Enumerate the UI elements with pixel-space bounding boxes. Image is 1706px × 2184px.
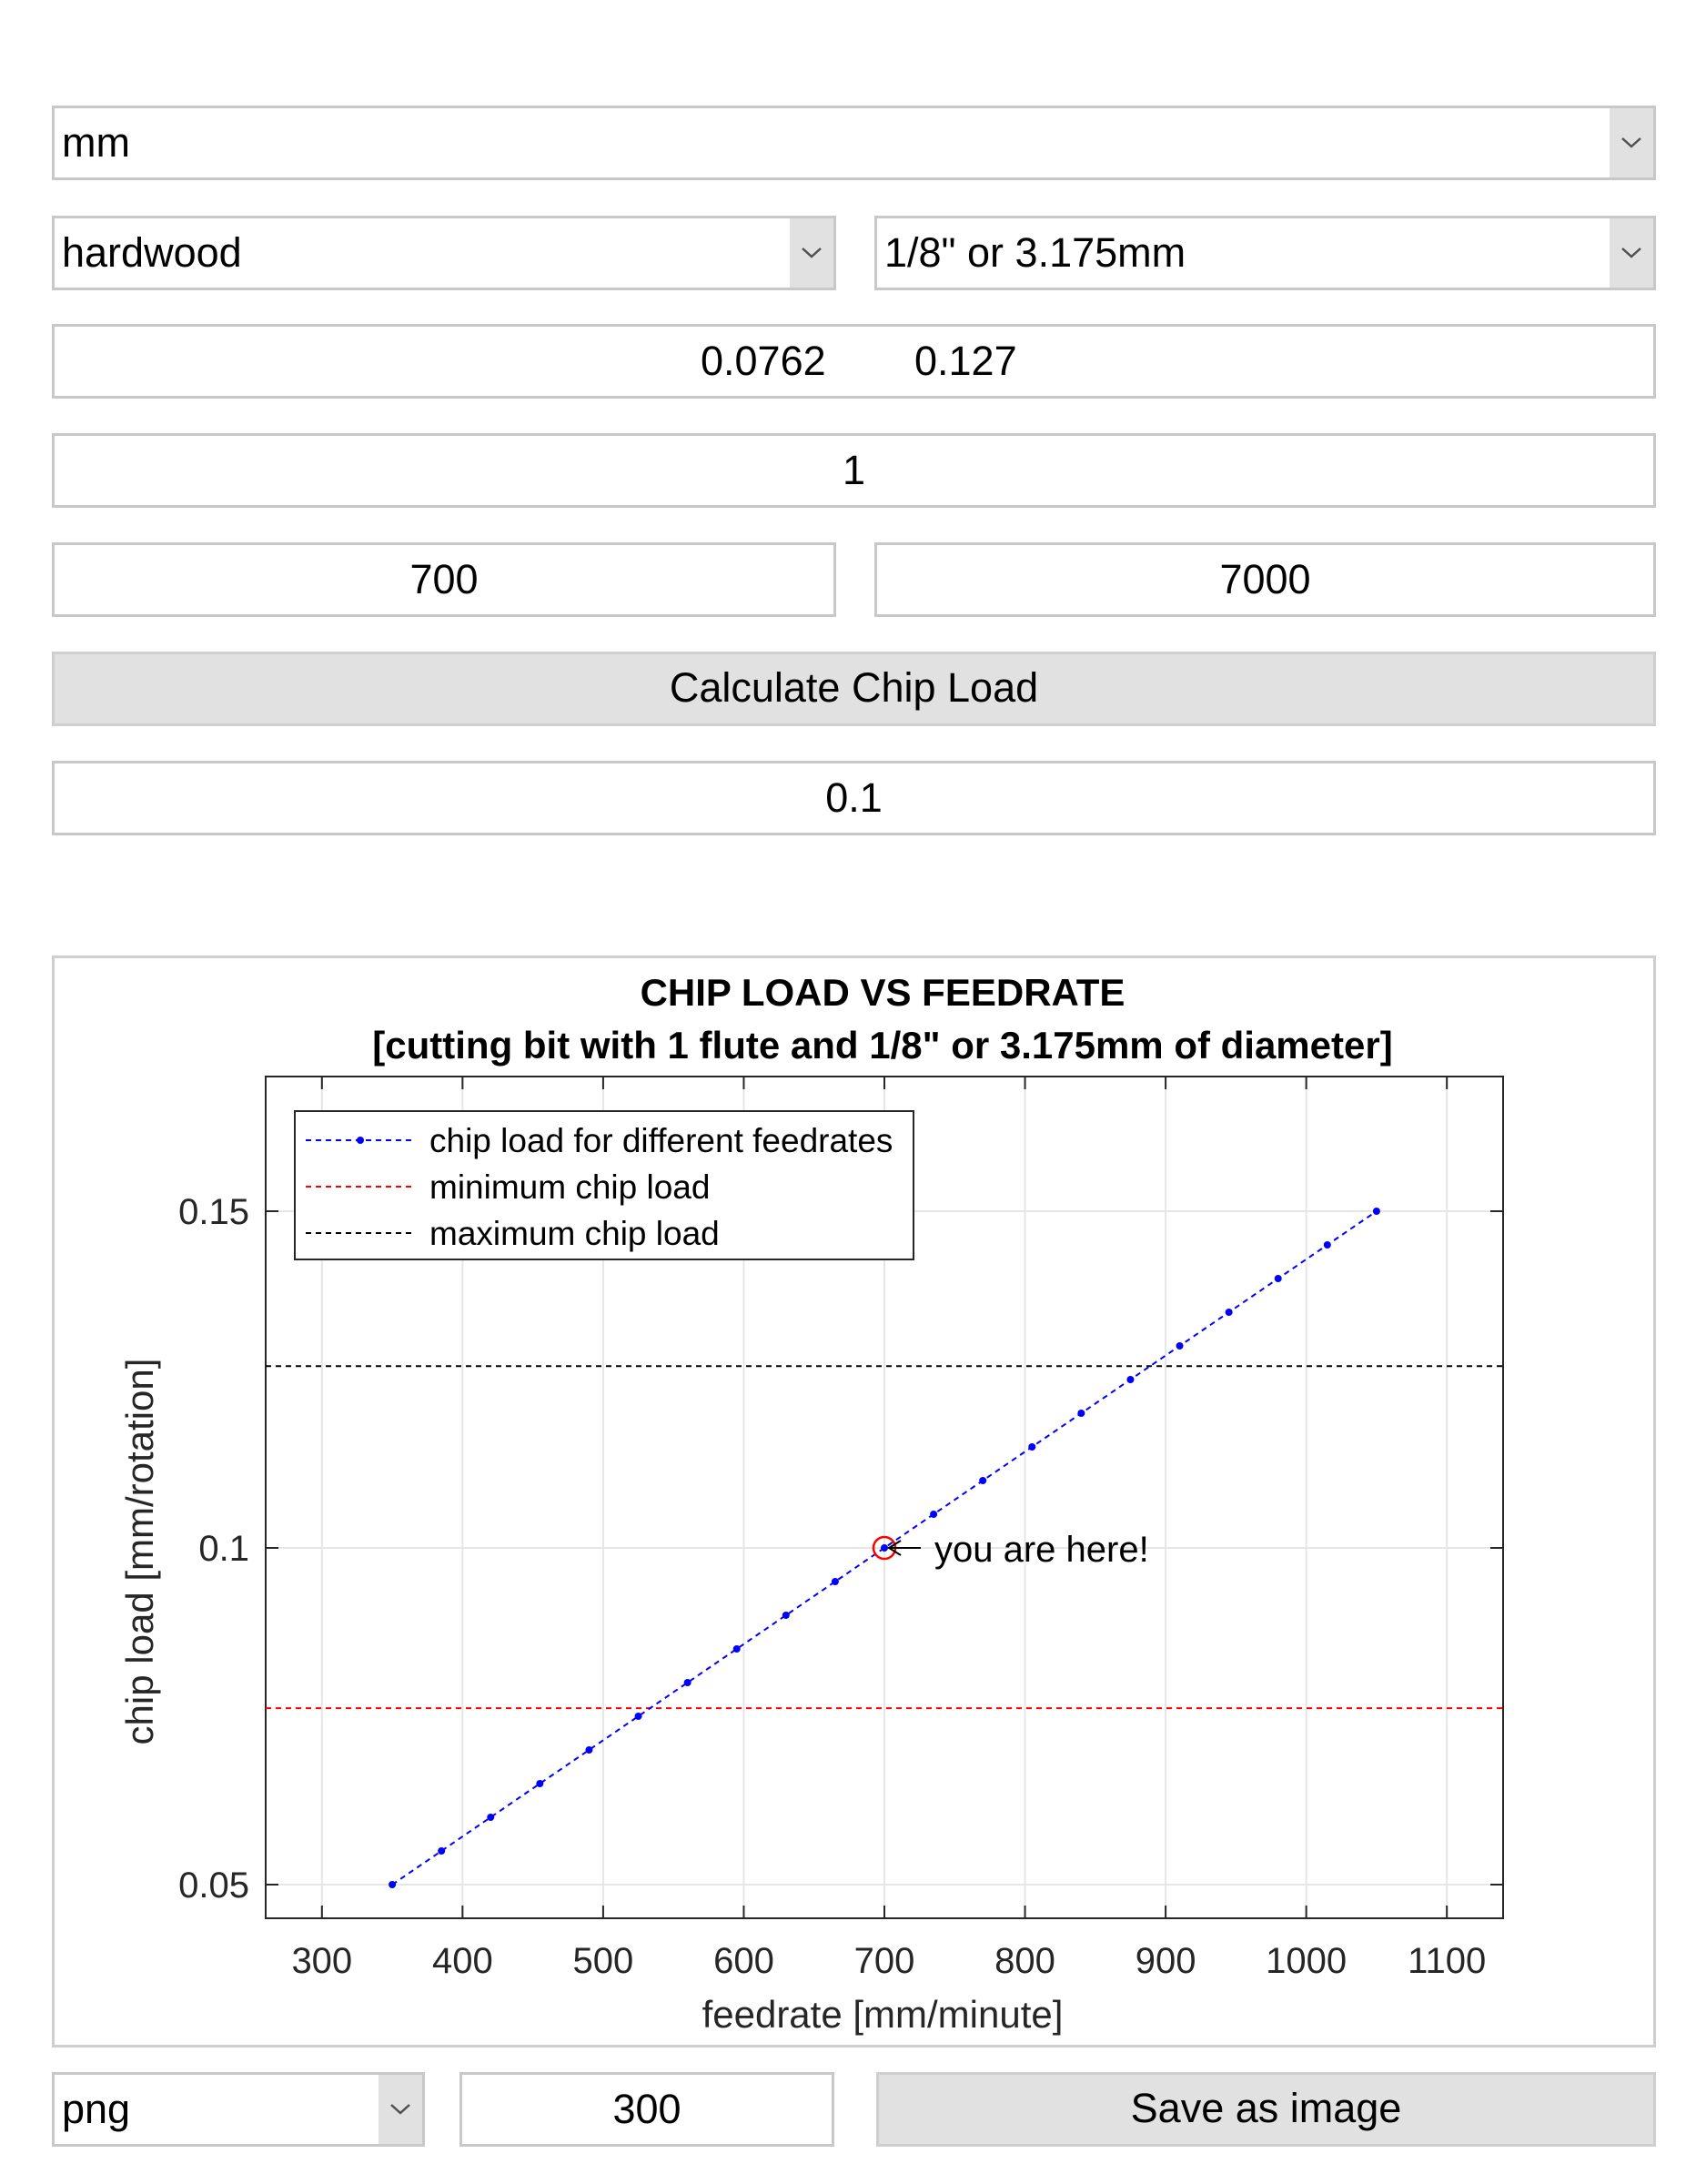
y-tick-label: 0.15 [178,1192,249,1232]
chip-load-point [1323,1241,1331,1249]
chip-load-point [1176,1342,1184,1350]
x-tick-label: 600 [713,1941,774,1981]
legend-box [294,1110,914,1260]
chip-load-min-value: 0.0762 [701,338,826,384]
x-tick-label: 300 [291,1941,352,1981]
chart-legend: chip load for different feedrates minimum… [294,1110,914,1260]
x-tick-label: 800 [994,1941,1055,1981]
feedrate-input[interactable]: 700 [52,542,836,617]
chart-title: CHIP LOAD VS FEEDRATE [641,971,1126,1014]
chevron-down-icon[interactable] [379,2075,422,2144]
export-format-value: png [62,2086,131,2132]
chip-load-series-line [391,1210,1378,1886]
chip-load-point [634,1713,642,1720]
chip-load-point [1028,1443,1036,1451]
chip-load-point [1126,1376,1135,1383]
y-axis-label: chip load [mm/rotation] [118,1359,161,1745]
annotation-arrowhead [887,1540,902,1556]
chip-load-point [1372,1208,1380,1215]
save-as-image-button[interactable]: Save as image [876,2072,1656,2147]
legend-entry: maximum chip load [429,1215,720,1252]
chart-panel: 300 400 500 600 700 800 900 1000 1100 0.05 0.1 0.15… [52,956,1656,2048]
x-axis-label: feedrate [mm/minute] [702,1993,1064,2036]
x-tick-label: 500 [573,1941,634,1981]
chip-load-point [930,1511,938,1518]
chevron-down-icon[interactable] [1610,108,1653,177]
x-tick-label: 1000 [1266,1941,1347,1981]
chip-load-point [389,1881,397,1888]
chip-load-point [1077,1410,1085,1417]
chip-load-point [585,1746,593,1754]
chip-load-point [732,1645,741,1653]
chip-load-max-value: 0.127 [914,338,1017,384]
units-select-value: mm [62,119,130,166]
chart-ticks: 300 400 500 600 700 800 900 1000 1100 0.05 0.1 0.15 [178,1077,1503,1981]
legend-entry: minimum chip load [429,1168,710,1206]
chart-series: you are here! [266,1208,1503,1888]
x-tick-label: 1100 [1408,1941,1486,1981]
chip-load-point [438,1847,446,1855]
chevron-down-icon[interactable] [1610,218,1653,288]
chip-load-point [979,1477,987,1484]
legend-entry: chip load for different feedrates [429,1122,893,1159]
annotation-text: you are here! [934,1530,1149,1570]
chip-load-chart: 300 400 500 600 700 800 900 1000 1100 0.05 0.1 0.15… [118,971,1504,2036]
chevron-down-icon[interactable] [790,218,833,288]
chip-load-point [487,1814,495,1821]
y-tick-label: 0.1 [198,1529,249,1569]
x-tick-label: 900 [1136,1941,1196,1981]
chip-load-point [881,1544,888,1552]
chip-load-result-field: 0.1 [52,761,1656,835]
calculate-chip-load-button[interactable]: Calculate Chip Load [52,652,1656,726]
export-dpi-input[interactable]: 300 [459,2072,834,2147]
chip-load-point [782,1612,790,1619]
export-format-select[interactable]: png [52,2072,425,2147]
bit-diameter-select[interactable]: 1/8" or 3.175mm [874,216,1656,290]
bit-diameter-select-value: 1/8" or 3.175mm [884,229,1186,276]
material-select[interactable]: hardwood [52,216,836,290]
units-select[interactable]: mm [52,106,1656,180]
y-tick-label: 0.05 [178,1866,249,1906]
chip-load-point [1225,1309,1233,1316]
chip-load-range-field: 0.0762 0.127 [52,324,1656,399]
chart-subtitle: [cutting bit with 1 flute and 1/8" or 3.… [372,1024,1392,1067]
chip-load-point [683,1679,691,1686]
rpm-input[interactable]: 7000 [874,542,1656,617]
chip-load-point [536,1780,544,1787]
x-tick-label: 400 [432,1941,493,1981]
chip-load-point [831,1578,839,1585]
legend-swatch-marker [357,1137,364,1144]
flutes-input[interactable]: 1 [52,433,1656,508]
x-tick-label: 700 [854,1941,915,1981]
material-select-value: hardwood [62,229,242,276]
chip-load-point [1274,1275,1282,1282]
